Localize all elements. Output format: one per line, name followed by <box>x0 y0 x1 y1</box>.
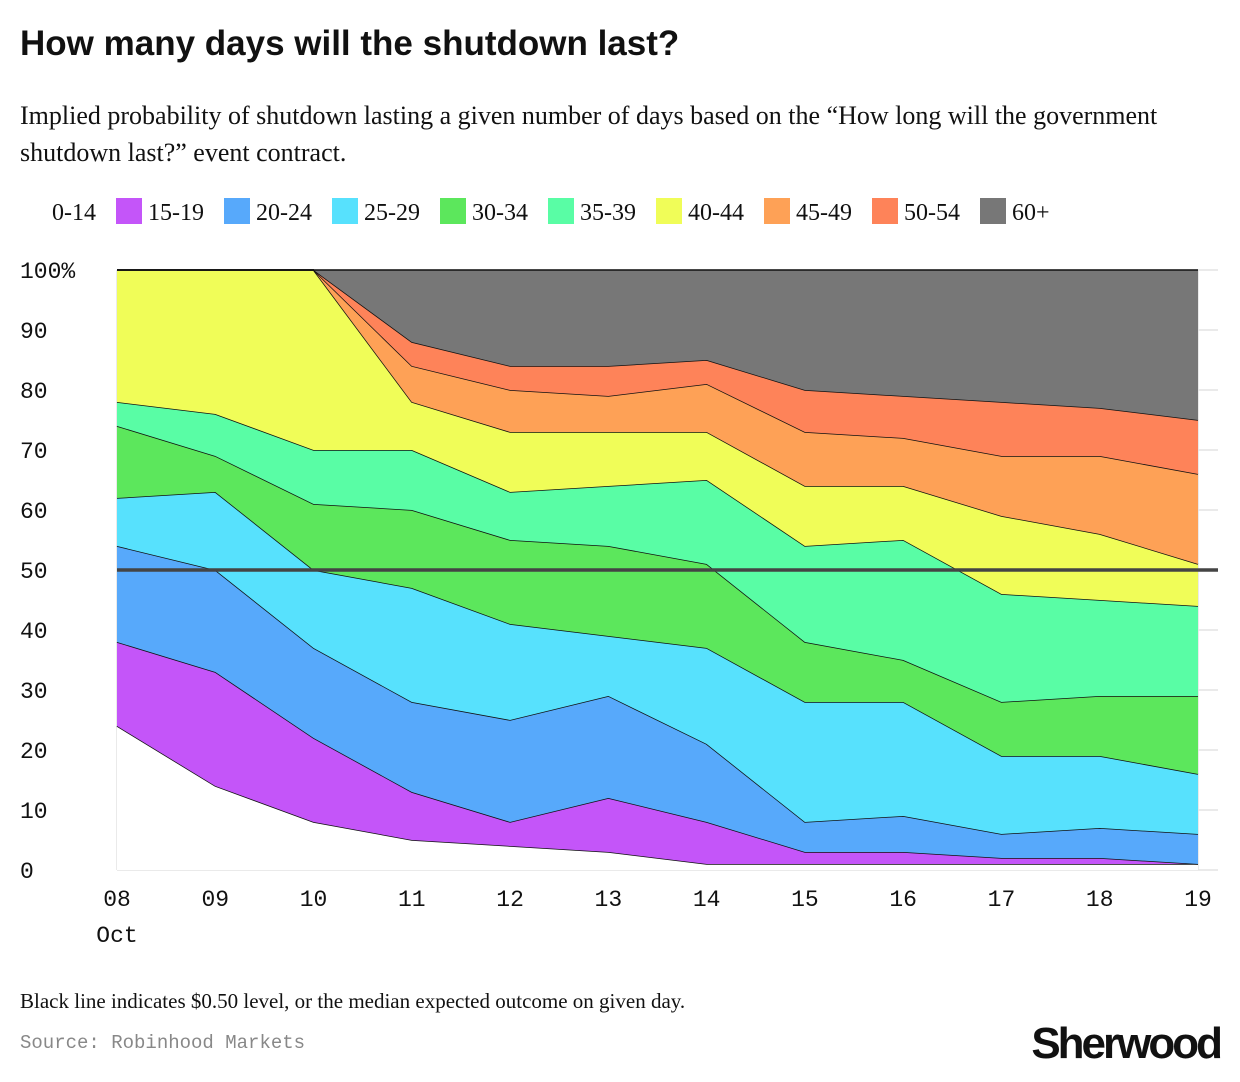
note: Black line indicates $0.50 level, or the… <box>20 989 685 1013</box>
area <box>117 642 1198 864</box>
legend-swatch <box>332 198 358 224</box>
y-tick-label: 50 <box>20 559 48 585</box>
area <box>117 492 1198 834</box>
x-tick-label: 11 <box>398 887 426 913</box>
legend-label: 15-19 <box>148 200 204 226</box>
chart-title: How many days will the shutdown last? <box>20 24 680 63</box>
legend-swatch <box>224 198 250 224</box>
legend-label: 50-54 <box>904 200 960 226</box>
area <box>117 270 1198 420</box>
area <box>117 426 1198 774</box>
x-sublabel: Oct <box>96 923 137 949</box>
source: Source: Robinhood Markets <box>20 1032 305 1054</box>
x-tick-label: 19 <box>1184 887 1212 913</box>
y-tick-label: 60 <box>20 499 48 525</box>
area <box>117 270 1198 474</box>
legend-swatch <box>440 198 466 224</box>
x-tick-label: 16 <box>889 887 917 913</box>
y-tick-label: 70 <box>20 439 48 465</box>
brand: Sherwood <box>1031 1019 1220 1068</box>
area <box>117 726 1198 870</box>
area <box>117 402 1198 702</box>
legend-swatch <box>548 198 574 224</box>
x-tick-label: 14 <box>693 887 721 913</box>
y-tick-label: 90 <box>20 319 48 345</box>
y-tick-label: 0 <box>20 859 34 885</box>
x-tick-label: 10 <box>300 887 328 913</box>
y-tick-label: 20 <box>20 739 48 765</box>
x-tick-label: 15 <box>791 887 819 913</box>
legend-swatch <box>116 198 142 224</box>
x-tick-label: 13 <box>595 887 623 913</box>
legend-label: 35-39 <box>580 200 636 226</box>
legend-label: 30-34 <box>472 200 528 226</box>
x-tick-label: 18 <box>1086 887 1114 913</box>
legend-swatch <box>656 198 682 224</box>
y-tick-label: 10 <box>20 799 48 825</box>
legend-swatch <box>20 198 46 224</box>
legend-label: 60+ <box>1012 200 1050 226</box>
legend-label: 25-29 <box>364 200 420 226</box>
area <box>117 270 1198 606</box>
y-tick-label: 80 <box>20 379 48 405</box>
x-tick-label: 08 <box>103 887 131 913</box>
legend-swatch <box>980 198 1006 224</box>
x-tick-label: 09 <box>201 887 229 913</box>
area <box>117 270 1198 564</box>
area <box>117 546 1198 864</box>
y-tick-label: 100% <box>20 259 75 285</box>
x-tick-label: 12 <box>496 887 524 913</box>
legend-label: 0-14 <box>52 200 96 226</box>
legend-label: 20-24 <box>256 200 312 226</box>
legend-swatch <box>764 198 790 224</box>
x-tick-label: 17 <box>988 887 1016 913</box>
legend-label: 45-49 <box>796 200 852 226</box>
y-tick-label: 40 <box>20 619 48 645</box>
legend-label: 40-44 <box>688 200 744 226</box>
legend-swatch <box>872 198 898 224</box>
y-tick-label: 30 <box>20 679 48 705</box>
chart-subtitle: Implied probability of shutdown lasting … <box>20 101 1158 167</box>
